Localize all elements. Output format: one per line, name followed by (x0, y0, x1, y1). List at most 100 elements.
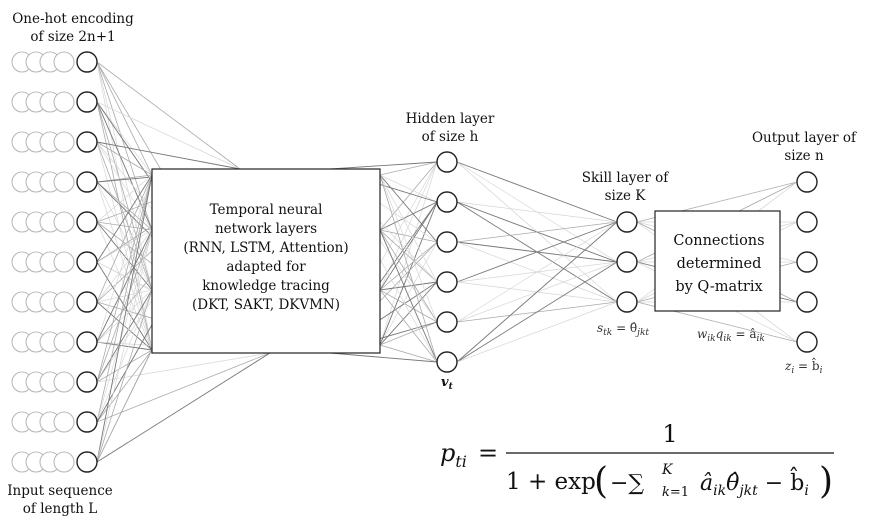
input-top-label-1: One-hot encoding (12, 11, 134, 27)
output-node (796, 331, 818, 353)
hidden-skill-edge (456, 221, 618, 363)
input-ghost-node (53, 411, 75, 433)
qmatrix-box-text: Connections determined by Q-matrix (673, 233, 764, 295)
box-hidden-edge (379, 281, 438, 346)
box-hidden-edge (379, 174, 438, 323)
input-edge (96, 289, 153, 303)
input-ghost-node (53, 291, 75, 313)
input-edge (96, 61, 153, 176)
input-edge (96, 229, 153, 463)
input-layer (11, 51, 98, 473)
formula-terms: âikθ̂jkt − b̂i (700, 467, 809, 499)
input-edge (96, 101, 153, 291)
box-hidden-edge (379, 161, 438, 231)
output-node (796, 291, 818, 313)
input-edge (96, 141, 241, 170)
w-equation: wikqik = âik (697, 327, 765, 344)
output-layer (796, 171, 818, 353)
hidden-skill-edge (456, 221, 618, 243)
input-ghost-node (53, 171, 75, 193)
input-edge (96, 229, 153, 423)
input-edge (96, 174, 153, 303)
temporal-line-3: (RNN, LSTM, Attention) (183, 240, 348, 256)
input-node (76, 291, 98, 313)
qmatrix-line-2: determined (677, 256, 762, 272)
input-node (76, 451, 98, 473)
input-bottom-label-1: Input sequence (7, 483, 113, 499)
skill-label-1: Skill layer of (582, 170, 670, 186)
hidden-skill-edge (456, 201, 618, 223)
formula-close-paren: ) (819, 461, 833, 502)
box-hidden-edge (329, 352, 438, 363)
qmatrix-line-3: by Q-matrix (675, 279, 762, 295)
input-edge (96, 289, 153, 423)
box-hidden-edge (379, 281, 438, 291)
hidden-node (436, 351, 458, 373)
box-hidden-edge (379, 229, 438, 323)
qmatrix-box (654, 210, 781, 312)
output-label-1: Output layer of (752, 130, 857, 146)
input-edge (96, 229, 153, 343)
input-ghost-node (53, 331, 75, 353)
input-edge (96, 61, 241, 170)
skill-label-2: size K (605, 188, 647, 204)
box-hidden-edge (329, 161, 438, 170)
input-edge (96, 352, 271, 463)
input-edge (96, 352, 271, 423)
hidden-skill-edge (456, 221, 618, 323)
hidden-skill-edge (456, 221, 618, 283)
input-node (76, 91, 98, 113)
box-hidden-edge (379, 241, 438, 291)
input-edge (96, 101, 153, 176)
formula-denominator: 1 + exp (506, 469, 596, 495)
formula-numerator: 1 (662, 420, 677, 448)
probability-formula: pti = 1 1 + exp ( −∑ K k=1 âikθ̂jkt − b̂… (440, 420, 834, 502)
input-edge (96, 352, 271, 383)
input-edge (96, 181, 153, 291)
box-hidden-edge (379, 201, 438, 231)
box-hidden-edge (379, 161, 438, 346)
input-edge (96, 229, 153, 383)
input-edge (96, 221, 153, 291)
input-top-label-2: of size 2n+1 (30, 29, 115, 45)
formula-open-paren: ( (594, 461, 608, 502)
temporal-line-6: (DKT, SAKT, DKVMN) (192, 297, 340, 313)
input-edge (96, 101, 241, 170)
box-hidden-edge (379, 174, 438, 243)
skill-node (616, 211, 638, 233)
input-node (76, 251, 98, 273)
box-hidden-edge (379, 229, 438, 363)
input-ghost-node (53, 451, 75, 473)
input-edge (96, 174, 153, 423)
input-node (76, 371, 98, 393)
formula-sum-sup: K (661, 462, 674, 478)
box-hidden-edge (379, 321, 438, 346)
box-hidden-edge (379, 174, 438, 363)
input-edge (96, 174, 153, 383)
input-edge (96, 221, 153, 231)
z-equation: zi = b̂i (784, 356, 823, 376)
skill-node (616, 291, 638, 313)
input-edge (96, 289, 153, 463)
box-hidden-edge (379, 174, 438, 203)
hidden-label-2: of size h (422, 129, 479, 145)
input-ghost-node (53, 131, 75, 153)
input-edge (96, 174, 153, 263)
hidden-label-1: Hidden layer (406, 111, 495, 127)
input-ghost-node (53, 211, 75, 233)
input-ghost-node (53, 251, 75, 273)
input-node (76, 331, 98, 353)
temporal-line-1: Temporal neural (210, 202, 323, 218)
box-hidden-edge (379, 201, 438, 346)
box-hidden-edge (379, 289, 438, 323)
qmatrix-line-1: Connections (673, 233, 764, 249)
input-edge (96, 289, 153, 383)
input-edge (96, 174, 153, 463)
box-hidden-edge (379, 241, 438, 346)
temporal-line-5: knowledge tracing (202, 278, 330, 294)
hidden-skill-edge (456, 261, 618, 363)
input-ghost-node (53, 51, 75, 73)
box-hidden-edge (379, 201, 438, 291)
box-hidden-edge (379, 174, 438, 283)
